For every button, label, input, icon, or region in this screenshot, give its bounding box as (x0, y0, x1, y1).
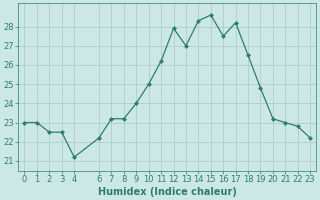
X-axis label: Humidex (Indice chaleur): Humidex (Indice chaleur) (98, 187, 237, 197)
